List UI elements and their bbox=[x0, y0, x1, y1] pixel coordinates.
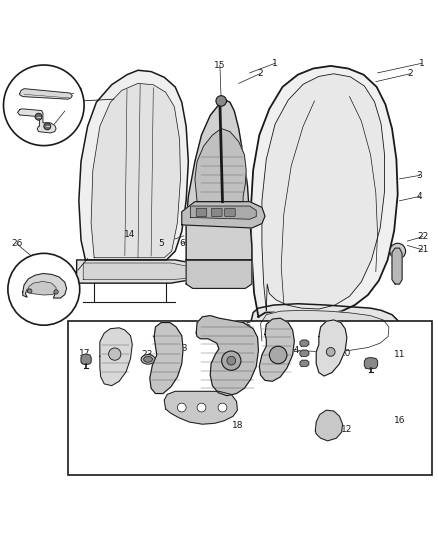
Polygon shape bbox=[315, 410, 343, 441]
Polygon shape bbox=[364, 358, 378, 369]
Polygon shape bbox=[27, 281, 56, 295]
Text: 12: 12 bbox=[341, 425, 353, 434]
Polygon shape bbox=[261, 310, 389, 352]
Circle shape bbox=[269, 346, 287, 364]
Circle shape bbox=[28, 289, 32, 293]
Polygon shape bbox=[196, 316, 258, 395]
Text: 1: 1 bbox=[272, 59, 278, 68]
FancyBboxPatch shape bbox=[196, 208, 207, 216]
Text: 9: 9 bbox=[66, 105, 72, 114]
Ellipse shape bbox=[141, 354, 155, 364]
Text: 14: 14 bbox=[124, 230, 135, 239]
Polygon shape bbox=[251, 66, 398, 317]
Text: 13: 13 bbox=[177, 344, 189, 353]
Text: 6: 6 bbox=[179, 239, 185, 248]
Bar bbox=[68, 321, 432, 474]
Text: 20: 20 bbox=[339, 349, 350, 358]
Text: 5: 5 bbox=[158, 239, 164, 248]
FancyBboxPatch shape bbox=[225, 208, 235, 216]
Circle shape bbox=[54, 290, 58, 294]
Polygon shape bbox=[186, 260, 252, 288]
Polygon shape bbox=[300, 360, 309, 366]
Text: 26: 26 bbox=[11, 239, 22, 248]
Text: 23: 23 bbox=[141, 351, 152, 359]
Text: 24: 24 bbox=[289, 346, 300, 355]
Circle shape bbox=[109, 348, 121, 360]
Polygon shape bbox=[195, 128, 246, 201]
Text: 1: 1 bbox=[419, 59, 425, 68]
Circle shape bbox=[227, 356, 236, 365]
Polygon shape bbox=[23, 273, 67, 298]
Polygon shape bbox=[164, 391, 237, 424]
Polygon shape bbox=[18, 109, 56, 133]
Polygon shape bbox=[186, 100, 252, 260]
Polygon shape bbox=[83, 263, 196, 280]
Polygon shape bbox=[150, 322, 183, 393]
Circle shape bbox=[222, 351, 241, 370]
Polygon shape bbox=[91, 84, 180, 258]
Polygon shape bbox=[253, 332, 403, 374]
Circle shape bbox=[197, 403, 206, 412]
Polygon shape bbox=[316, 320, 347, 376]
Circle shape bbox=[4, 65, 84, 146]
Text: 2: 2 bbox=[407, 69, 413, 78]
Polygon shape bbox=[81, 354, 91, 365]
Text: 3: 3 bbox=[417, 171, 423, 180]
Polygon shape bbox=[251, 304, 399, 358]
Text: 7: 7 bbox=[35, 292, 42, 301]
Circle shape bbox=[218, 403, 227, 412]
Polygon shape bbox=[392, 248, 402, 284]
Polygon shape bbox=[300, 350, 309, 356]
Polygon shape bbox=[259, 318, 294, 381]
Circle shape bbox=[216, 96, 226, 106]
Text: 16: 16 bbox=[394, 416, 405, 425]
Text: 10: 10 bbox=[110, 343, 122, 352]
Polygon shape bbox=[77, 260, 204, 283]
Polygon shape bbox=[79, 70, 188, 260]
Circle shape bbox=[177, 403, 186, 412]
Polygon shape bbox=[20, 88, 72, 99]
Circle shape bbox=[8, 253, 80, 325]
Text: 2: 2 bbox=[257, 69, 262, 78]
Text: 19: 19 bbox=[72, 87, 84, 96]
Polygon shape bbox=[262, 74, 385, 310]
Circle shape bbox=[326, 348, 335, 356]
Polygon shape bbox=[191, 206, 256, 219]
FancyBboxPatch shape bbox=[212, 208, 222, 216]
Circle shape bbox=[44, 123, 51, 130]
Ellipse shape bbox=[144, 357, 152, 362]
Text: 21: 21 bbox=[417, 245, 428, 254]
Text: 25: 25 bbox=[240, 322, 252, 332]
Polygon shape bbox=[300, 340, 309, 346]
Text: 17: 17 bbox=[79, 349, 90, 358]
Text: 22: 22 bbox=[417, 232, 428, 241]
Text: 11: 11 bbox=[394, 351, 405, 359]
Polygon shape bbox=[182, 201, 265, 228]
Polygon shape bbox=[100, 328, 132, 386]
Text: 4: 4 bbox=[417, 192, 422, 201]
Circle shape bbox=[390, 243, 406, 259]
Text: 18: 18 bbox=[232, 421, 244, 430]
Text: 15: 15 bbox=[214, 61, 226, 69]
Circle shape bbox=[35, 113, 42, 120]
